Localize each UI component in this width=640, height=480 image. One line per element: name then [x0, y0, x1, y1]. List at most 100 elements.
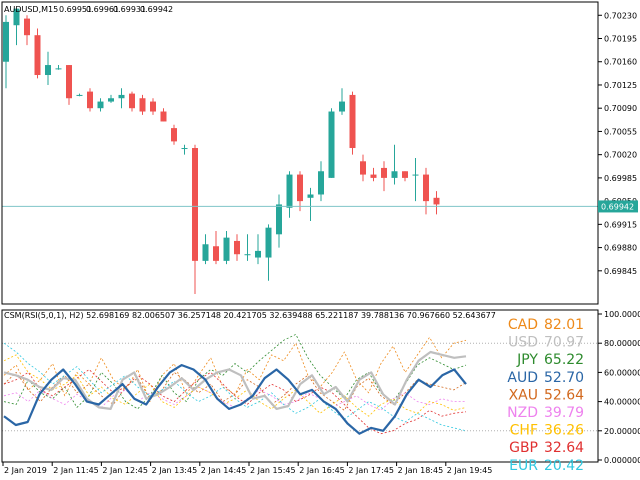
price-tick-label: 0.69845: [604, 267, 637, 276]
price-tick-label: 0.69985: [604, 174, 637, 183]
legend-currency: GBP: [509, 440, 538, 456]
currency-strength-legend: CAD 82.01 USD 70.97 JPY 65.22 AUD 52.70 XAU 52.64…: [507, 317, 584, 474]
candle-body: [45, 65, 51, 76]
legend-value: 70.97: [544, 335, 584, 351]
strength-line-eur: [3, 342, 467, 432]
indicator-pane-frame: [1, 309, 599, 463]
price-tick-label: 0.70020: [604, 151, 637, 160]
legend-currency: CHF: [510, 423, 538, 439]
indicator-tick-label: 40.000000: [604, 398, 640, 407]
price-tick-label: 0.70230: [604, 11, 637, 20]
candle-body: [13, 8, 20, 26]
price-candles: [2, 8, 598, 295]
strength-line-usd: [3, 350, 467, 410]
indicator-tick-label: 100.000000: [604, 310, 640, 319]
candle-body: [150, 101, 156, 112]
candle-body: [412, 174, 419, 176]
indicator-tick-label: 60.000000: [604, 368, 640, 377]
strength-line-aud: [3, 364, 467, 435]
time-tick-label: 2 Jan 16:45: [299, 466, 345, 475]
candle-body: [213, 246, 219, 261]
candle-body: [297, 174, 303, 202]
candle-body: [265, 227, 272, 258]
candle-body: [244, 254, 251, 256]
ohlc-high: 0.69961: [86, 5, 119, 14]
price-pane-frame: [1, 1, 599, 305]
candle-body: [108, 98, 114, 102]
candle-body: [339, 101, 345, 112]
time-tick-label: 2 Jan 18:45: [398, 466, 444, 475]
candle-body: [55, 68, 62, 70]
price-tick-label: 0.70090: [604, 104, 637, 113]
candle-body: [34, 35, 41, 76]
legend-value: 65.22: [544, 352, 584, 368]
legend-currency: EUR: [509, 458, 538, 474]
legend-currency: AUD: [507, 370, 538, 386]
price-chart-title: AUDUSD,M15: [4, 5, 58, 14]
ohlc-open: 0.69951: [59, 5, 92, 14]
candle-body: [360, 161, 366, 175]
candle-body: [370, 174, 377, 178]
price-tick-label: 0.70195: [604, 35, 637, 44]
candle-body: [255, 250, 261, 258]
candle-body: [171, 128, 177, 142]
legend-currency: CAD: [508, 317, 538, 333]
chart-frames: [1, 1, 599, 463]
candle-body: [87, 91, 93, 109]
candle-body: [307, 194, 314, 198]
strength-line-jpy: [3, 333, 467, 410]
current-price-value: 0.69942: [601, 202, 634, 211]
candle-body: [402, 171, 408, 178]
price-tick-label: 0.70160: [604, 58, 637, 67]
candle-body: [76, 94, 83, 96]
indicator-title: CSM(RSI(5,0,1), H2) 52.698169 82.006507 …: [4, 311, 496, 320]
price-tick-label: 0.69880: [604, 244, 637, 253]
candle-body: [286, 174, 293, 208]
time-tick-label: 2 Jan 2019: [4, 466, 47, 475]
legend-currency: NZD: [507, 405, 538, 421]
price-tick-label: 0.69915: [604, 220, 637, 229]
legend-value: 36.26: [544, 423, 584, 439]
candle-body: [192, 148, 198, 261]
candle-body: [234, 240, 240, 255]
legend-value: 52.64: [544, 387, 584, 403]
candle-body: [381, 167, 387, 178]
candle-body: [97, 101, 104, 109]
time-tick-label: 2 Jan 14:45: [201, 466, 247, 475]
candle-body: [391, 171, 398, 178]
legend-value: 39.79: [544, 405, 584, 421]
indicator-tick-label: 20.000000: [604, 427, 640, 436]
legend-currency: JPY: [516, 352, 538, 368]
candle-body: [423, 174, 429, 202]
legend-currency: XAU: [509, 387, 538, 403]
candle-body: [3, 21, 9, 62]
candle-body: [181, 148, 188, 150]
candle-body: [318, 171, 324, 195]
time-axis-ticks: 2 Jan 2019 2 Jan 11:45 2 Jan 12:45 2 Jan 13…: [2, 462, 493, 475]
candle-body: [202, 244, 209, 261]
price-tick-label: 0.70055: [604, 127, 637, 136]
indicator-lines: [3, 333, 467, 435]
current-price-tag: [598, 200, 638, 213]
candle-body: [139, 98, 146, 112]
candle-body: [118, 94, 125, 99]
ohlc-low: 0.69931: [113, 5, 146, 14]
time-tick-label: 2 Jan 19:45: [447, 466, 493, 475]
candle-body: [276, 204, 282, 235]
strength-line-gbp: [3, 369, 467, 435]
candle-body: [24, 18, 30, 36]
legend-value: 52.70: [544, 370, 584, 386]
indicator-tick-label: 80.000000: [604, 339, 640, 348]
candle-body: [160, 111, 167, 122]
candle-body: [223, 237, 230, 261]
candle-body: [349, 94, 356, 149]
time-tick-label: 2 Jan 12:45: [102, 466, 148, 475]
ohlc-close: 0.69942: [140, 5, 173, 14]
legend-value: 20.42: [544, 458, 584, 474]
legend-currency: USD: [508, 335, 538, 351]
indicator-tick-label: 0.000000: [604, 456, 640, 465]
legend-value: 82.01: [544, 317, 584, 333]
candle-body: [433, 197, 440, 205]
